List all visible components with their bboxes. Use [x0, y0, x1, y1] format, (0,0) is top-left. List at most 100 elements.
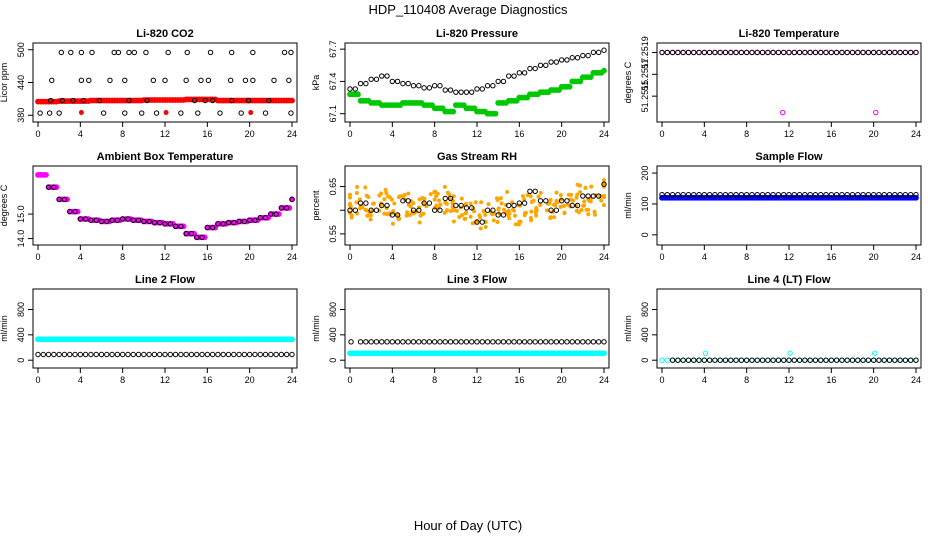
data-point	[743, 49, 750, 56]
data-point	[61, 351, 68, 358]
data-point	[812, 49, 819, 56]
x-tick-label: 16	[202, 129, 212, 139]
data-point	[451, 219, 456, 224]
y-axis-label: percent	[311, 190, 321, 221]
y-tick-label: 400	[328, 327, 338, 342]
data-point	[162, 77, 168, 84]
data-point	[209, 97, 216, 104]
data-point	[236, 218, 242, 225]
data-point	[146, 351, 152, 358]
data-point	[486, 202, 491, 207]
data-point	[759, 191, 766, 198]
x-tick-label: 4	[702, 375, 707, 385]
data-point	[601, 339, 607, 345]
data-point	[577, 78, 584, 85]
chart-panel: Gas Stream RH percent 0 4 8 12 16 20 24 0.55 0.65	[311, 151, 610, 262]
data-point	[199, 351, 205, 358]
data-point	[421, 85, 427, 91]
data-point	[347, 207, 353, 213]
data-point	[421, 200, 427, 206]
data-point	[188, 230, 195, 237]
data-point	[228, 49, 235, 56]
data-point	[749, 191, 755, 198]
y-tick-label: 0	[640, 232, 650, 237]
data-point	[722, 49, 729, 56]
data-point	[268, 351, 274, 358]
data-point	[245, 97, 252, 104]
plot-frame	[656, 165, 922, 246]
data-point	[659, 49, 665, 56]
data-point	[562, 203, 567, 208]
data-point	[691, 191, 697, 198]
data-point	[373, 207, 380, 213]
data-point	[601, 193, 606, 198]
x-tick-label: 8	[744, 375, 749, 385]
data-point	[892, 191, 898, 198]
data-point	[728, 191, 734, 198]
data-point	[88, 217, 94, 223]
data-point	[779, 109, 786, 116]
data-point	[284, 351, 290, 358]
data-point	[913, 357, 919, 363]
data-point	[195, 110, 201, 116]
data-point	[818, 191, 824, 198]
data-point	[227, 77, 234, 84]
data-point	[250, 49, 256, 56]
data-point	[490, 207, 496, 213]
x-tick-label: 8	[432, 129, 437, 139]
data-point	[43, 171, 49, 178]
data-point	[151, 219, 158, 226]
data-point	[352, 86, 358, 92]
data-point	[527, 339, 533, 345]
data-point	[289, 351, 295, 358]
x-tick-label: 0	[35, 375, 40, 385]
data-point	[696, 191, 702, 198]
data-point	[459, 196, 464, 201]
data-point	[424, 204, 429, 209]
data-point	[796, 357, 803, 363]
data-point	[458, 202, 464, 209]
data-point	[833, 357, 840, 363]
data-point	[421, 211, 426, 216]
data-point	[125, 216, 131, 222]
data-point	[447, 87, 454, 93]
data-point	[558, 193, 563, 198]
x-tick-label: 0	[347, 129, 352, 139]
data-point	[146, 218, 152, 225]
data-point	[691, 357, 697, 363]
data-point	[162, 221, 168, 227]
y-axis-label: ml/min	[623, 315, 633, 342]
data-point	[163, 110, 169, 116]
x-tick-label: 16	[514, 375, 524, 385]
data-point	[548, 207, 554, 213]
data-point	[473, 200, 478, 205]
data-point	[664, 191, 670, 198]
data-point	[659, 357, 665, 363]
data-point	[839, 357, 845, 363]
data-point	[463, 205, 470, 211]
data-point	[881, 357, 887, 363]
data-point	[870, 357, 877, 363]
data-point	[373, 76, 380, 82]
data-point	[220, 221, 226, 227]
data-point	[443, 200, 448, 205]
data-point	[215, 221, 221, 227]
data-point	[355, 184, 360, 189]
data-point	[770, 49, 776, 56]
data-point	[217, 110, 223, 116]
data-point	[733, 49, 739, 56]
data-point	[855, 191, 861, 198]
data-point	[469, 339, 475, 345]
data-point	[728, 49, 734, 56]
data-point	[384, 73, 390, 79]
data-point	[749, 357, 755, 363]
data-point	[505, 189, 510, 194]
data-point	[839, 49, 845, 56]
data-point	[554, 190, 559, 195]
x-tick-label: 8	[744, 252, 749, 262]
data-point	[452, 208, 457, 213]
data-point	[78, 77, 85, 84]
chart-panel: Ambient Box Temperature degrees C 0 4 8 12 16 2…	[0, 151, 298, 262]
data-point	[902, 357, 909, 363]
data-point	[587, 74, 594, 81]
